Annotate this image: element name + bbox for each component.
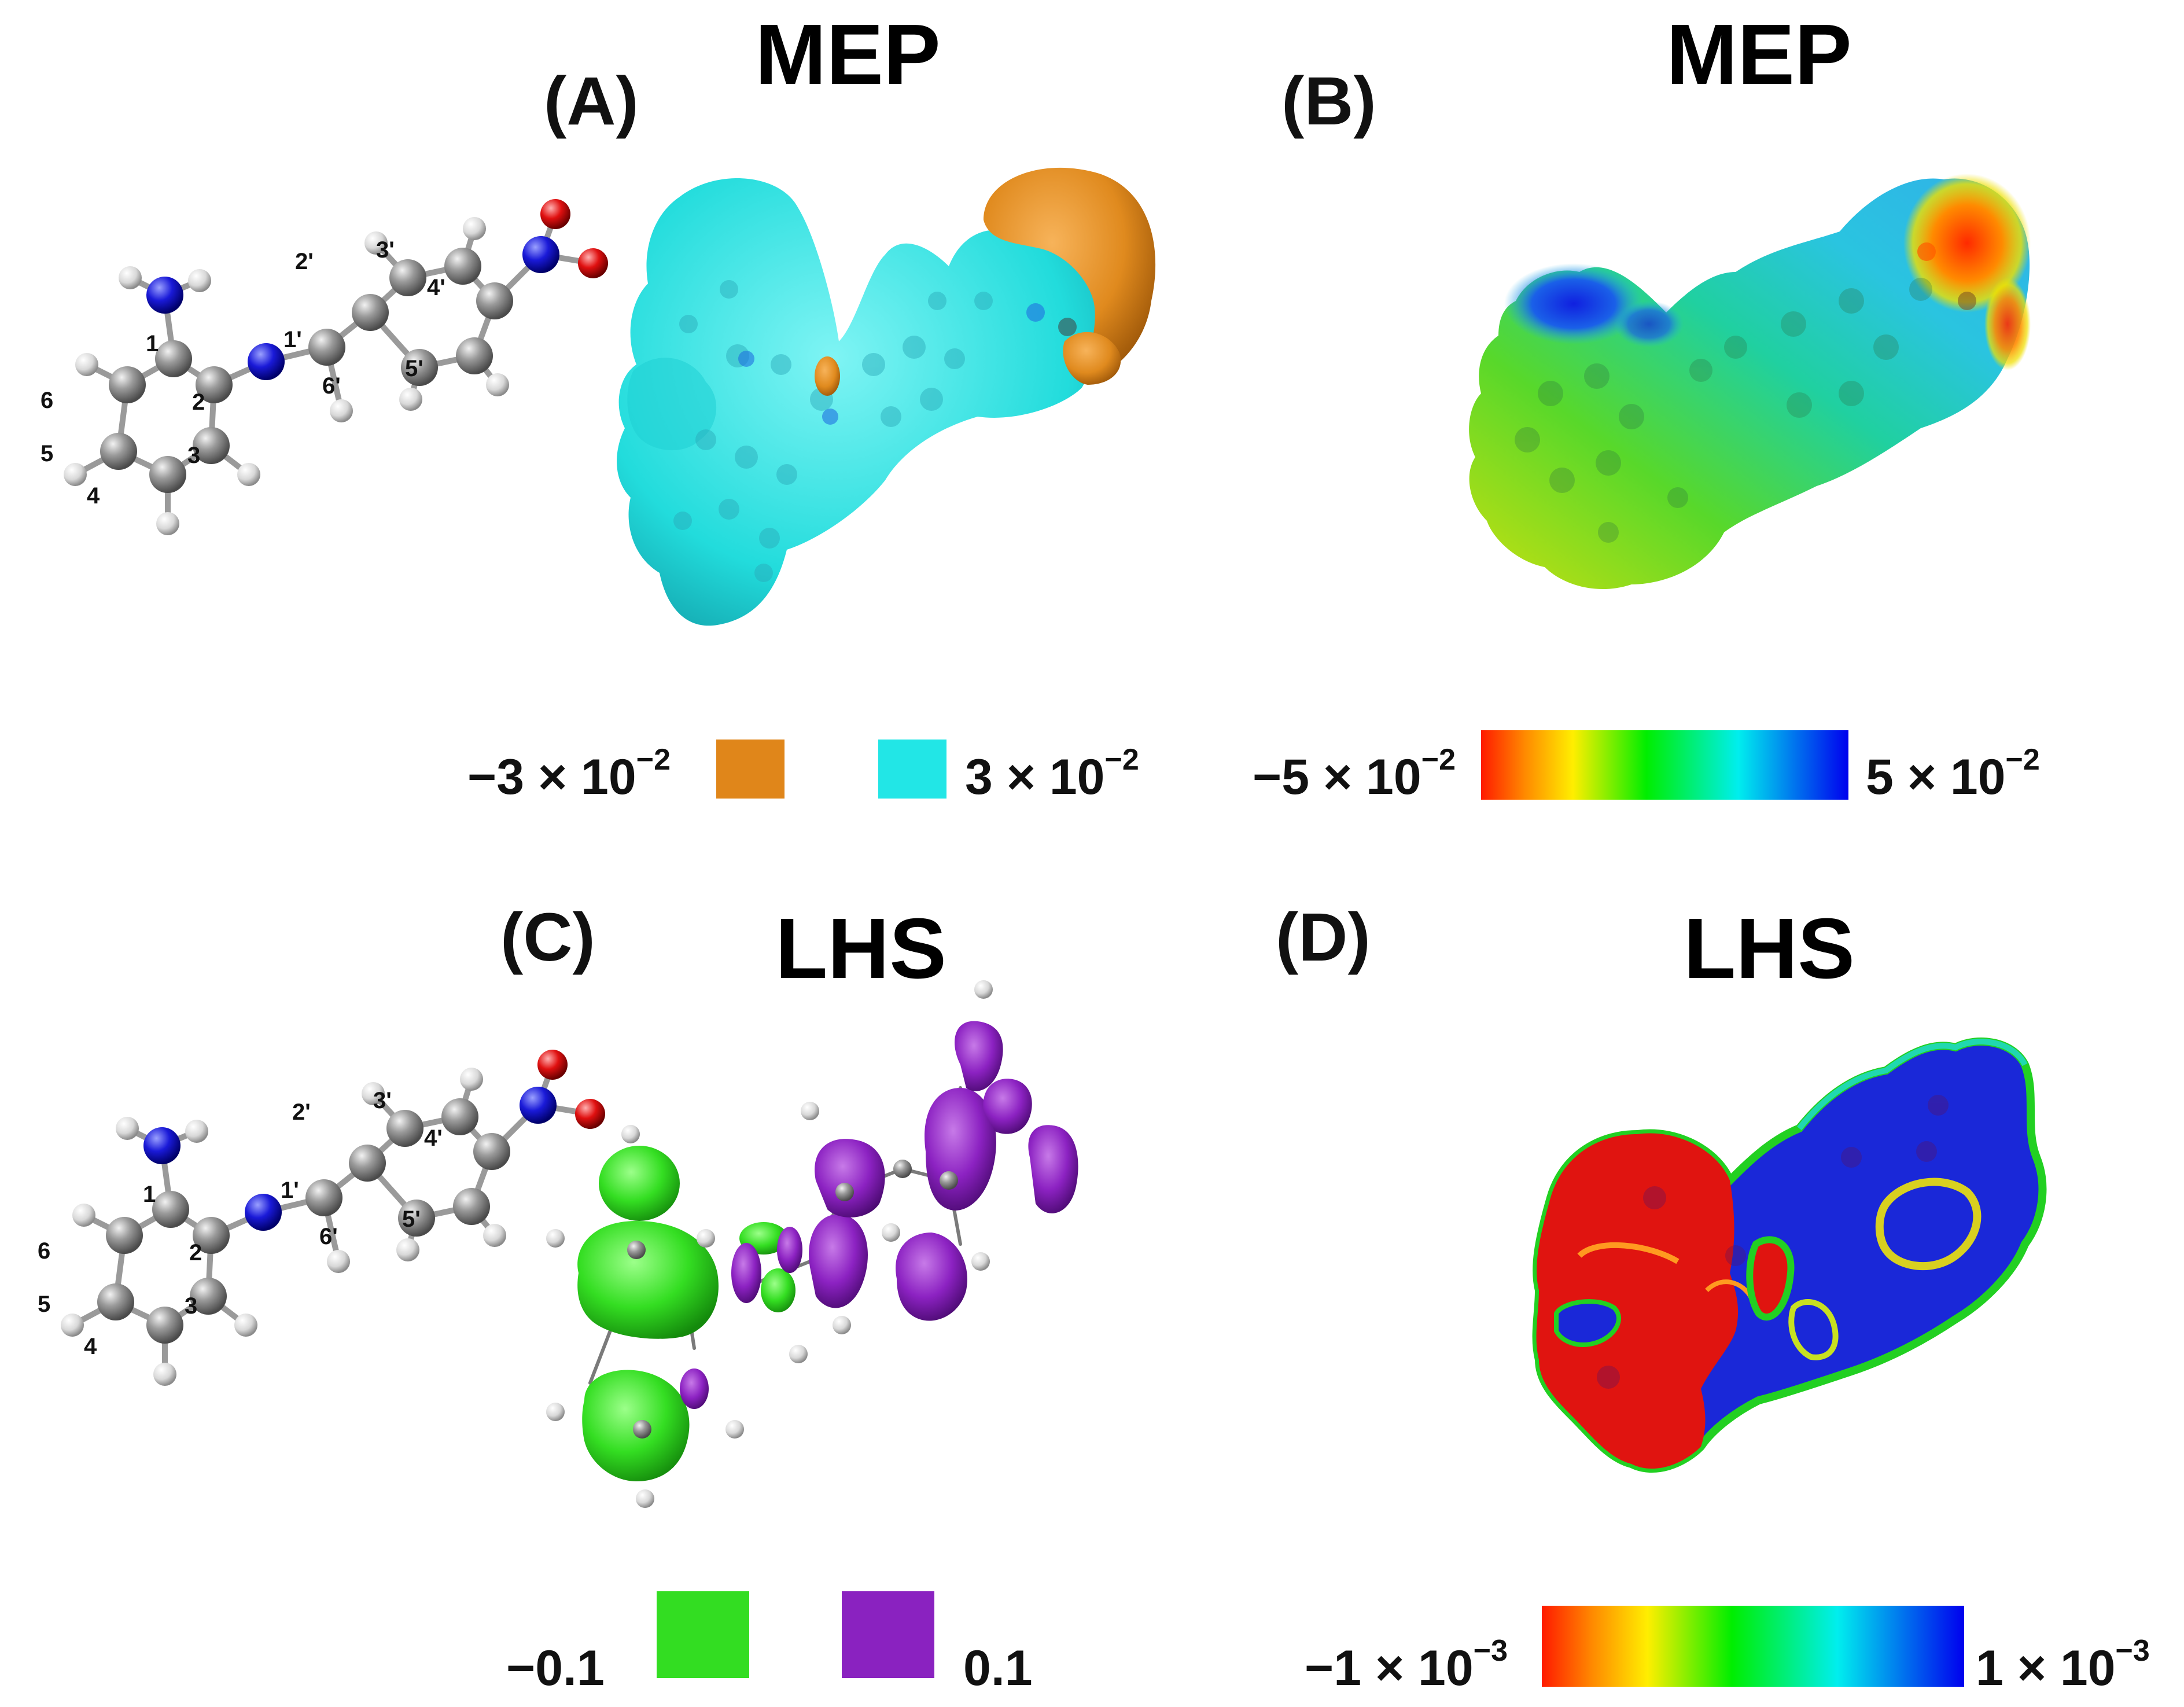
panel-title-b: MEP <box>1666 7 1852 102</box>
panel-letter-b: (B) <box>1281 63 1376 139</box>
molecule-structure-a <box>64 199 608 535</box>
lhs-orbital-lobes-c <box>546 980 1078 1508</box>
atom-label: 6 <box>38 1238 50 1264</box>
atom-label: 2 <box>192 389 205 415</box>
atom-label: 3 <box>187 443 200 468</box>
atom-label: 3' <box>376 237 395 263</box>
atom-label: 5' <box>405 356 423 381</box>
legend-b-max-label: 5 × 10−2 <box>1866 743 2040 805</box>
atom-label: 5' <box>402 1206 421 1232</box>
atom-label: 6' <box>319 1224 338 1249</box>
panel-title-a: MEP <box>755 7 941 102</box>
panel-letter-a: (A) <box>544 63 639 139</box>
legend-a-negative-label: −3 × 10−2 <box>467 743 671 805</box>
legend-a-positive-label: 3 × 10−2 <box>965 743 1139 805</box>
legend-b-min-label: −5 × 10−2 <box>1253 743 1456 805</box>
legend-b-colorbar <box>1481 730 1848 800</box>
panel-title-c: LHS <box>775 901 946 996</box>
atom-label: 5 <box>40 441 53 466</box>
atom-label: 2' <box>295 249 314 274</box>
legend-d-colorbar <box>1542 1606 1964 1687</box>
legend-c-positive-swatch <box>842 1591 934 1678</box>
legend-d-min-label: −1 × 10−3 <box>1305 1634 1508 1696</box>
atom-label: 4' <box>427 275 445 300</box>
legend-d-max-label: 1 × 10−3 <box>1976 1634 2150 1696</box>
panel-d: (D) LHS −1 × 10−3 1 × 10−3 <box>1276 899 2150 1696</box>
panel-letter-d: (D) <box>1276 899 1371 976</box>
atom-label: 4' <box>424 1125 443 1151</box>
lhs-mapped-surface-d <box>1532 1038 2047 1473</box>
legend-c-negative-label: −0.1 <box>506 1640 605 1696</box>
legend-d: −1 × 10−3 1 × 10−3 <box>1305 1606 2150 1696</box>
atom-label: 1 <box>143 1182 156 1207</box>
atom-label: 1 <box>146 331 159 356</box>
atom-label: 4 <box>87 483 100 509</box>
panel-a: 1 2 3 4 5 6 1' 2' 3' 4' 5' 6' (A) MEP <box>40 7 1156 805</box>
atom-label: 1' <box>283 327 302 352</box>
atom-label: 5 <box>38 1292 50 1317</box>
legend-a-negative-swatch <box>716 740 785 799</box>
panel-b: (B) MEP <box>1253 7 2040 805</box>
panel-c: 1 2 3 4 5 6 1' 2' 3' 4' 5' 6' (C) LHS <box>38 899 1078 1696</box>
molecule-structure-c <box>61 1050 605 1386</box>
atom-label: 6' <box>322 373 341 399</box>
atom-label: 4 <box>84 1334 97 1359</box>
legend-a-positive-swatch <box>878 740 946 799</box>
atom-label: 2 <box>189 1240 202 1265</box>
panel-title-d: LHS <box>1684 901 1855 996</box>
legend-b: −5 × 10−2 5 × 10−2 <box>1253 730 2040 805</box>
atom-label: 6 <box>40 388 53 413</box>
mep-isosurface-a <box>617 167 1156 626</box>
panel-letter-c: (C) <box>500 899 595 976</box>
mep-mapped-surface-b <box>1469 174 2031 590</box>
atom-label: 2' <box>292 1099 311 1125</box>
atom-labels-c: 1 2 3 4 5 6 1' 2' 3' 4' 5' 6' <box>38 1088 443 1359</box>
legend-c-negative-swatch <box>657 1591 749 1678</box>
atom-labels-a: 1 2 3 4 5 6 1' 2' 3' 4' 5' 6' <box>40 237 445 509</box>
legend-a: −3 × 10−2 3 × 10−2 <box>467 740 1139 805</box>
legend-c-positive-label: 0.1 <box>963 1640 1033 1696</box>
atom-label: 1' <box>281 1178 299 1203</box>
legend-c: −0.1 0.1 <box>506 1591 1033 1696</box>
atom-label: 3' <box>373 1088 392 1113</box>
atom-label: 3 <box>185 1293 197 1319</box>
